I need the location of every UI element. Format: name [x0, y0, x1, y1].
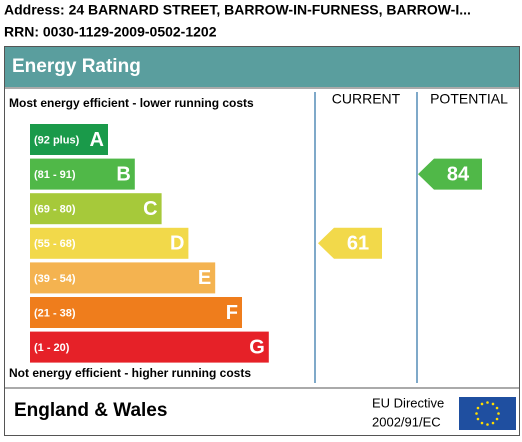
star [480, 402, 484, 406]
star [476, 406, 480, 410]
directive: EU Directive [372, 395, 444, 410]
bottom-note: Not energy efficient - higher running co… [9, 366, 251, 380]
title-bar [5, 47, 519, 87]
band-letter: C [143, 198, 157, 220]
region: England & Wales [14, 400, 167, 421]
rating-value: 61 [347, 233, 369, 255]
rating-arrow [318, 227, 382, 259]
band-letter: G [249, 336, 265, 358]
band-letter: F [226, 302, 238, 324]
star [497, 412, 500, 415]
rating-value: 84 [447, 163, 470, 185]
top-note: Most energy efficient - lower running co… [9, 96, 254, 110]
band-letter: B [116, 163, 130, 185]
star [491, 421, 495, 425]
band-range: (92 plus) [34, 134, 80, 146]
star [476, 417, 480, 421]
star [495, 417, 499, 421]
rrn: RRN: 0030-1129-2009-0502-1202 [4, 24, 217, 40]
address: Address: 24 BARNARD STREET, BARROW-IN-FU… [4, 2, 471, 18]
eu-flag [459, 397, 516, 430]
band-bar [30, 262, 216, 294]
band-letter: A [90, 129, 104, 151]
star [475, 412, 478, 415]
band-bar [30, 227, 189, 259]
band-bar [30, 193, 162, 225]
band-range: (1 - 20) [34, 342, 70, 354]
band-bar [30, 331, 269, 363]
band-range: (55 - 68) [34, 238, 76, 250]
band-bar [30, 297, 242, 328]
column-header: POTENTIAL [430, 91, 508, 107]
band-bar [30, 124, 108, 155]
star [495, 406, 499, 410]
star [480, 421, 484, 425]
band-range: (69 - 80) [34, 204, 76, 216]
star [486, 401, 489, 404]
band-range: (39 - 54) [34, 273, 76, 285]
column-header: CURRENT [332, 91, 401, 107]
star [491, 402, 495, 406]
star [486, 423, 489, 426]
directive: 2002/91/EC [372, 414, 441, 429]
rating-arrow [418, 158, 482, 190]
band-range: (21 - 38) [34, 307, 76, 319]
band-letter: D [170, 233, 184, 255]
frame [4, 46, 520, 436]
band-letter: E [198, 267, 211, 289]
band-range: (81 - 91) [34, 169, 76, 181]
band-bar [30, 158, 135, 190]
title: Energy Rating [12, 56, 141, 77]
